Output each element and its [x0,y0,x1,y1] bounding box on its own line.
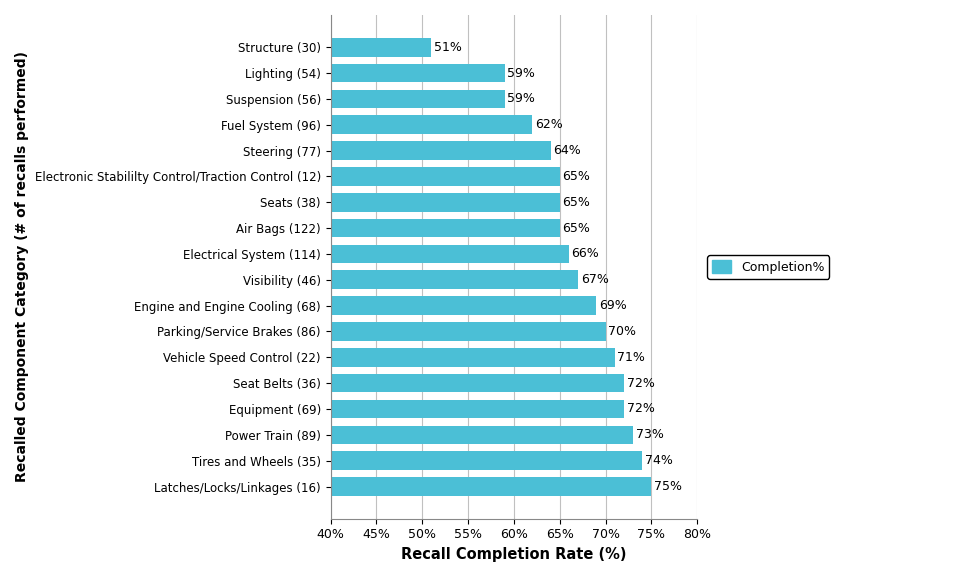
Text: 65%: 65% [563,222,590,235]
Text: 65%: 65% [563,170,590,183]
Bar [331,477,651,496]
Text: 71%: 71% [617,351,645,364]
Text: 59%: 59% [507,66,535,80]
Text: 73%: 73% [636,428,664,441]
Text: 69%: 69% [599,299,627,312]
Text: 62%: 62% [535,118,563,131]
Bar [331,89,505,108]
Bar [331,297,597,315]
Bar [331,141,551,160]
Text: 72%: 72% [627,403,654,415]
Text: 74%: 74% [644,454,673,467]
Text: 64%: 64% [553,144,581,157]
Bar [331,38,431,57]
Bar [331,425,633,444]
Bar [331,271,578,289]
Bar [331,115,532,134]
Text: 51%: 51% [434,41,462,54]
Text: 66%: 66% [571,248,600,260]
X-axis label: Recall Completion Rate (%): Recall Completion Rate (%) [401,547,627,562]
Bar [331,400,624,418]
Bar [331,245,568,263]
Bar [331,219,560,237]
Text: 67%: 67% [581,273,608,286]
Legend: Completion%: Completion% [707,255,830,279]
Bar [331,193,560,212]
Text: 65%: 65% [563,196,590,209]
Bar [331,451,643,470]
Bar [331,374,624,392]
Bar [331,322,605,341]
Text: 72%: 72% [627,377,654,389]
Bar [331,63,505,83]
Text: 70%: 70% [608,325,637,338]
Text: 59%: 59% [507,92,535,106]
Bar [331,348,614,366]
Bar [331,167,560,186]
Text: 75%: 75% [654,480,682,493]
Y-axis label: Recalled Component Category (# of recalls performed): Recalled Component Category (# of recall… [15,51,29,482]
